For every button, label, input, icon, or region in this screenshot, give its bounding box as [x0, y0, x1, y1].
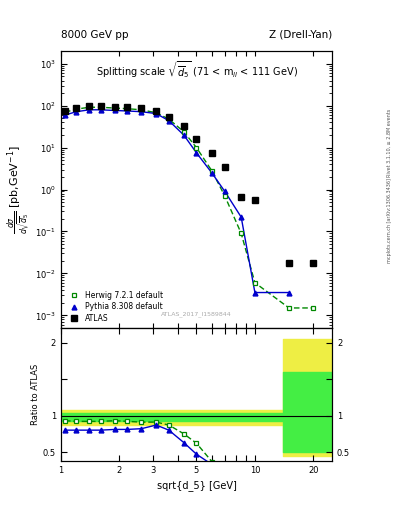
Text: 8000 GeV pp: 8000 GeV pp	[61, 30, 129, 40]
ATLAS	[113, 103, 118, 110]
Pythia 8.308 default	[286, 289, 291, 295]
Line: ATLAS: ATLAS	[62, 102, 316, 266]
ATLAS	[286, 260, 291, 266]
Text: ATLAS_2017_I1589844: ATLAS_2017_I1589844	[161, 311, 232, 317]
Herwig 7.2.1 default	[286, 305, 291, 311]
Line: Herwig 7.2.1 default: Herwig 7.2.1 default	[62, 105, 316, 310]
X-axis label: sqrt{d_5} [GeV]: sqrt{d_5} [GeV]	[156, 480, 237, 491]
Pythia 8.308 default	[62, 112, 67, 118]
Pythia 8.308 default	[87, 106, 92, 113]
ATLAS	[194, 136, 199, 142]
Herwig 7.2.1 default	[253, 280, 257, 286]
ATLAS	[209, 150, 214, 156]
Pythia 8.308 default	[167, 118, 171, 124]
Herwig 7.2.1 default	[98, 104, 103, 110]
Herwig 7.2.1 default	[167, 116, 171, 122]
Herwig 7.2.1 default	[113, 105, 118, 111]
Legend: Herwig 7.2.1 default, Pythia 8.308 default, ATLAS: Herwig 7.2.1 default, Pythia 8.308 defau…	[65, 289, 164, 324]
Herwig 7.2.1 default	[87, 104, 92, 110]
Herwig 7.2.1 default	[154, 110, 159, 116]
Pythia 8.308 default	[209, 170, 214, 176]
Pythia 8.308 default	[125, 108, 130, 114]
Herwig 7.2.1 default	[239, 230, 244, 237]
ATLAS	[239, 195, 244, 201]
Herwig 7.2.1 default	[182, 129, 186, 135]
Pythia 8.308 default	[98, 106, 103, 113]
Herwig 7.2.1 default	[139, 106, 144, 113]
Pythia 8.308 default	[154, 111, 159, 117]
Pythia 8.308 default	[113, 108, 118, 114]
Pythia 8.308 default	[222, 188, 227, 195]
Y-axis label: $\frac{d\sigma}{d\sqrt{\overline{d}_5}}$ [pb,GeV$^{-1}$]: $\frac{d\sigma}{d\sqrt{\overline{d}_5}}$…	[6, 145, 32, 234]
Herwig 7.2.1 default	[74, 106, 79, 112]
ATLAS	[87, 103, 92, 109]
ATLAS	[139, 105, 144, 111]
ATLAS	[167, 114, 171, 120]
Line: Pythia 8.308 default: Pythia 8.308 default	[62, 108, 292, 295]
ATLAS	[222, 164, 227, 170]
ATLAS	[62, 108, 67, 114]
Text: Splitting scale $\sqrt{\overline{d}_5}$ (71 < m$_{ll}$ < 111 GeV): Splitting scale $\sqrt{\overline{d}_5}$ …	[95, 59, 298, 80]
Herwig 7.2.1 default	[62, 109, 67, 115]
Pythia 8.308 default	[253, 289, 257, 295]
Pythia 8.308 default	[239, 214, 244, 220]
ATLAS	[98, 103, 103, 109]
Pythia 8.308 default	[194, 150, 199, 156]
Herwig 7.2.1 default	[222, 193, 227, 199]
Pythia 8.308 default	[182, 132, 186, 138]
ATLAS	[125, 104, 130, 110]
Pythia 8.308 default	[139, 109, 144, 115]
Herwig 7.2.1 default	[125, 105, 130, 112]
Pythia 8.308 default	[74, 109, 79, 115]
ATLAS	[253, 198, 257, 204]
Text: Rivet 3.1.10, ≥ 2.8M events: Rivet 3.1.10, ≥ 2.8M events	[387, 109, 392, 178]
Herwig 7.2.1 default	[209, 168, 214, 174]
Herwig 7.2.1 default	[194, 144, 199, 151]
ATLAS	[182, 123, 186, 130]
ATLAS	[74, 104, 79, 111]
ATLAS	[154, 108, 159, 114]
Text: Z (Drell-Yan): Z (Drell-Yan)	[269, 30, 332, 40]
Y-axis label: Ratio to ATLAS: Ratio to ATLAS	[31, 364, 40, 425]
ATLAS	[311, 260, 316, 266]
Text: mcplots.cern.ch [arXiv:1306.3436]: mcplots.cern.ch [arXiv:1306.3436]	[387, 178, 392, 263]
Herwig 7.2.1 default	[311, 305, 316, 311]
